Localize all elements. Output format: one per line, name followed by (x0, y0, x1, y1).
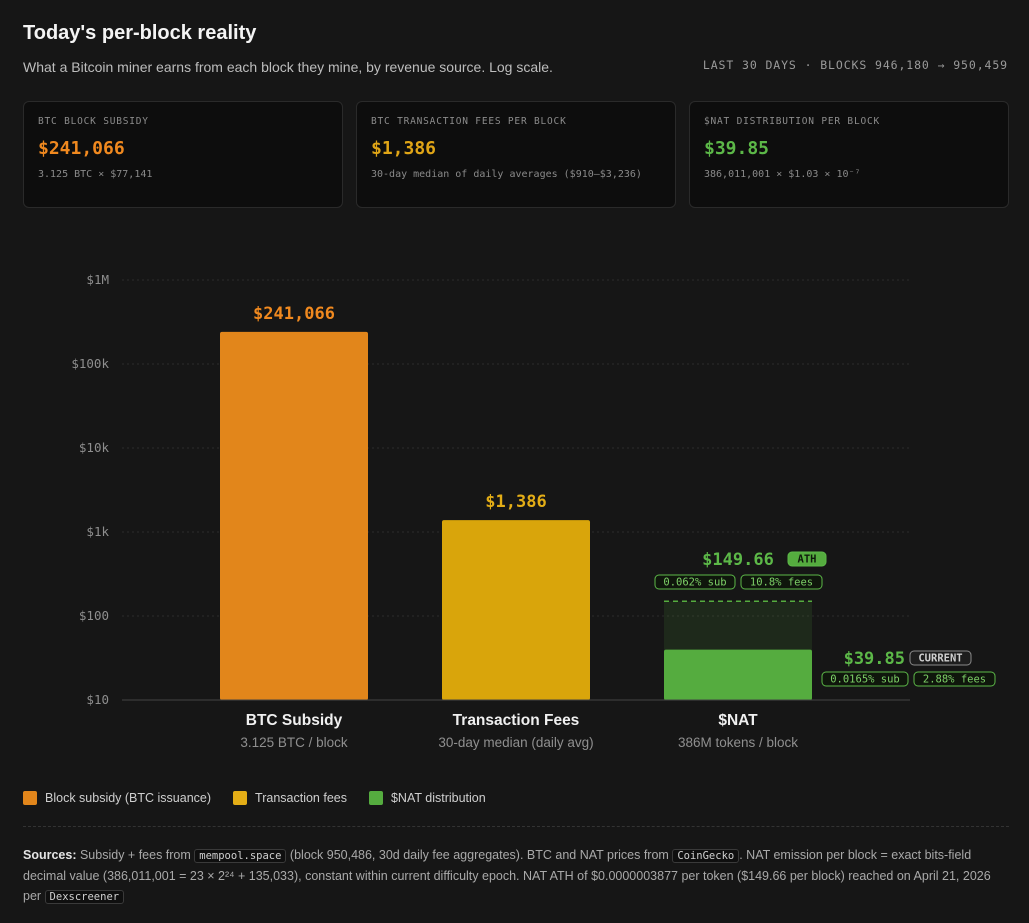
bar-2 (664, 649, 812, 700)
x-category-sublabel: 386M tokens / block (678, 735, 798, 750)
y-tick-label: $100 (79, 608, 109, 623)
y-tick-label: $10 (86, 692, 109, 707)
sources-label: Sources: (23, 848, 77, 862)
x-category-label: Transaction Fees (453, 712, 580, 729)
card-btc-fees: BTC TRANSACTION FEES PER BLOCK $1,386 30… (356, 101, 676, 208)
card-btc-subsidy: BTC BLOCK SUBSIDY $241,066 3.125 BTC × $… (23, 101, 343, 208)
x-category-label: BTC Subsidy (246, 712, 343, 729)
source-coingecko-link[interactable]: CoinGecko (672, 849, 740, 863)
page-subtitle: What a Bitcoin miner earns from each blo… (23, 59, 553, 75)
nat-current-value-label: $39.85 (844, 649, 905, 669)
legend-item-nat: $NAT distribution (368, 791, 486, 805)
legend-swatch (23, 791, 37, 805)
ath-badge-text: ATH (798, 554, 817, 566)
sources-note: Sources: Subsidy + fees from mempool.spa… (23, 845, 1009, 907)
x-category-sublabel: 30-day median (daily avg) (438, 735, 593, 750)
sources-text: Subsidy + fees from (76, 848, 195, 862)
card-detail: 3.125 BTC × $77,141 (38, 169, 153, 180)
current-pill (913, 671, 996, 687)
card-value: $39.85 (704, 138, 770, 159)
y-tick-label: $10k (79, 440, 110, 455)
legend-label: $NAT distribution (390, 791, 486, 805)
card-detail: 30-day median of daily averages ($910–$3… (371, 169, 642, 180)
ath-pill (740, 574, 823, 590)
sources-text: . NAT emission per block = exact bits-fi… (23, 848, 991, 903)
source-dexscreener-link[interactable]: Dexscreener (44, 890, 125, 904)
y-tick-label: $1k (86, 524, 109, 539)
card-value: $1,386 (371, 138, 437, 159)
y-tick-label: $1M (86, 272, 109, 287)
sources-text: (block 950,486, 30d daily fee aggregates… (286, 848, 673, 862)
legend-swatch (233, 791, 248, 805)
y-tick-label: $100k (71, 356, 109, 371)
current-badge (909, 650, 972, 666)
bar-0 (220, 331, 368, 700)
ath-pill (654, 574, 736, 590)
x-category-label: $NAT (718, 712, 758, 729)
nat-ath-value-label: $149.66 (702, 550, 774, 570)
card-nat-distribution: $NAT DISTRIBUTION PER BLOCK $39.85 386,0… (689, 101, 1009, 208)
current-badge-text: CURRENT (918, 653, 962, 665)
current-pill-text: 2.88% fees (923, 674, 986, 686)
card-label: BTC TRANSACTION FEES PER BLOCK (371, 116, 567, 127)
current-pill-text: 0.0165% sub (830, 674, 900, 686)
legend-swatch (368, 791, 383, 805)
current-pill (821, 671, 909, 687)
ath-badge (787, 551, 827, 567)
summary-cards: BTC BLOCK SUBSIDY $241,066 3.125 BTC × $… (23, 101, 1009, 208)
card-label: $NAT DISTRIBUTION PER BLOCK (704, 116, 881, 127)
page-title: Today's per-block reality (23, 22, 257, 44)
ath-pill-text: 10.8% fees (750, 577, 813, 589)
ath-pill-text: 0.062% sub (663, 577, 726, 589)
card-detail: 386,011,001 × $1.03 × 10⁻⁷ (704, 169, 861, 180)
source-mempool-link[interactable]: mempool.space (194, 849, 287, 863)
bar-1 (442, 520, 590, 700)
block-range-label: LAST 30 DAYS · BLOCKS 946,180 → 950,459 (702, 58, 1008, 72)
bar-value-label: $241,066 (253, 304, 335, 324)
chart-legend: Block subsidy (BTC issuance) Transaction… (23, 791, 486, 805)
legend-label: Transaction fees (255, 791, 347, 805)
legend-item-fees: Transaction fees (233, 791, 347, 805)
divider (23, 826, 1009, 827)
legend-item-subsidy: Block subsidy (BTC issuance) (23, 791, 211, 805)
revenue-bar-chart: $10 $100 $1k $10k $100k $1M $241,066 BTC Subsid… (71, 272, 996, 750)
card-label: BTC BLOCK SUBSIDY (38, 116, 149, 127)
card-value: $241,066 (38, 138, 125, 159)
bar-value-label: $1,386 (485, 492, 546, 512)
legend-label: Block subsidy (BTC issuance) (45, 791, 212, 805)
x-category-sublabel: 3.125 BTC / block (240, 735, 348, 750)
